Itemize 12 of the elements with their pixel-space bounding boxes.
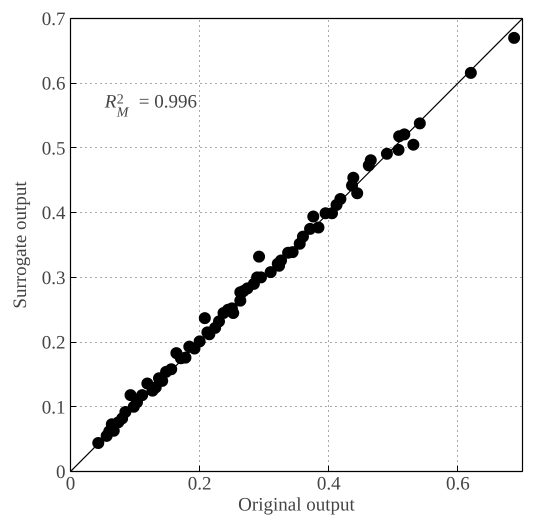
- y-tick-label: 0.1: [42, 397, 66, 418]
- y-tick-label: 0.3: [42, 268, 66, 289]
- x-axis-title: Original output: [238, 494, 356, 516]
- y-tick-label: 0.7: [42, 9, 66, 30]
- y-tick-label: 0.6: [42, 74, 66, 95]
- y-tick-label: 0.2: [42, 332, 66, 354]
- x-tick-label: 0.6: [446, 474, 470, 494]
- x-tick-label: 0.4: [316, 474, 342, 494]
- y-tick-label: 0.4: [42, 203, 66, 224]
- y-axis-title: Surrogate output: [10, 180, 31, 309]
- y-tick-label: 0.5: [42, 138, 66, 160]
- x-tick-label: 0.2: [188, 474, 212, 494]
